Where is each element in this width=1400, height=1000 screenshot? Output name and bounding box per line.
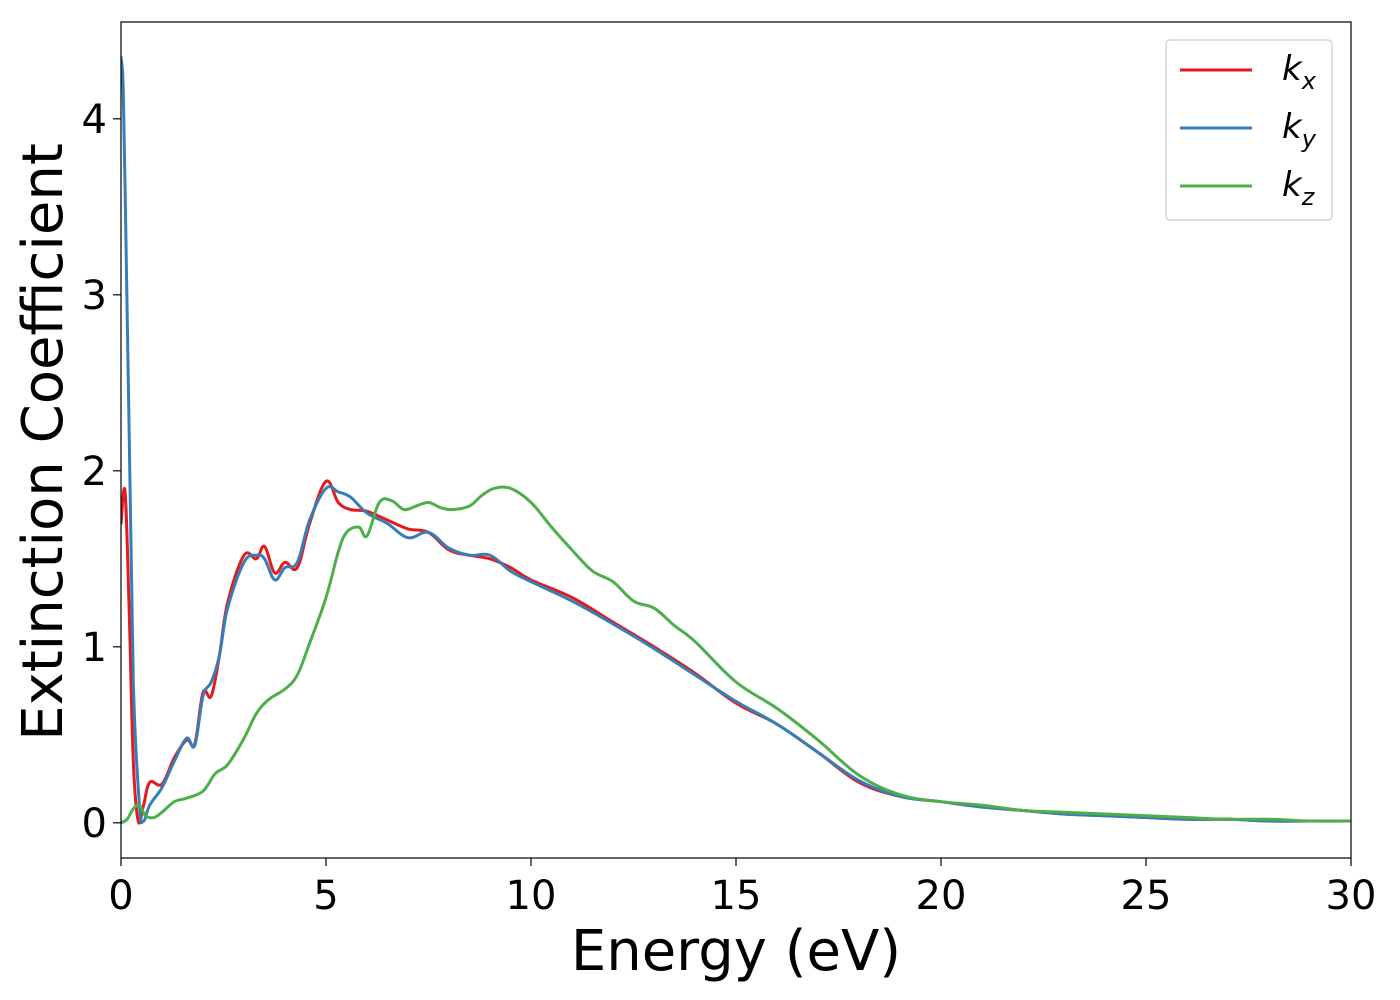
- y-axis-title: Extinction Coefficient: [11, 143, 76, 741]
- y-tick-label: 1: [82, 625, 107, 671]
- y-tick-label: 3: [82, 273, 107, 319]
- legend-label-y: ky: [1282, 107, 1317, 153]
- x-tick-label: 0: [108, 873, 133, 919]
- x-tick-label: 5: [313, 873, 338, 919]
- legend-item-x: kx: [1180, 49, 1317, 95]
- y-tick-label: 4: [82, 97, 107, 143]
- x-axis-ticks: 0 5 10 15 20 25 30: [108, 858, 1376, 919]
- legend-item-y: ky: [1180, 107, 1317, 153]
- legend-items: kx ky kz: [1180, 49, 1317, 211]
- y-tick-label: 2: [82, 449, 107, 495]
- legend-label-x: kx: [1282, 49, 1317, 95]
- x-tick-label: 30: [1326, 873, 1377, 919]
- plot-area: [120, 21, 1352, 859]
- x-tick-label: 25: [1121, 873, 1172, 919]
- x-tick-label: 15: [711, 873, 762, 919]
- x-axis-title: Energy (eV): [571, 919, 901, 984]
- legend: kx ky kz: [1165, 39, 1333, 221]
- series-layer: [121, 55, 1351, 825]
- series-line-z: [121, 485, 1351, 825]
- legend-label-z: kz: [1282, 165, 1316, 211]
- legend-box: [1165, 39, 1333, 221]
- x-tick-label: 10: [506, 873, 557, 919]
- x-tick-label: 20: [916, 873, 967, 919]
- legend-item-z: kz: [1180, 165, 1316, 211]
- y-axis-ticks: 0 1 2 3 4: [82, 97, 121, 847]
- y-tick-label: 0: [82, 801, 107, 847]
